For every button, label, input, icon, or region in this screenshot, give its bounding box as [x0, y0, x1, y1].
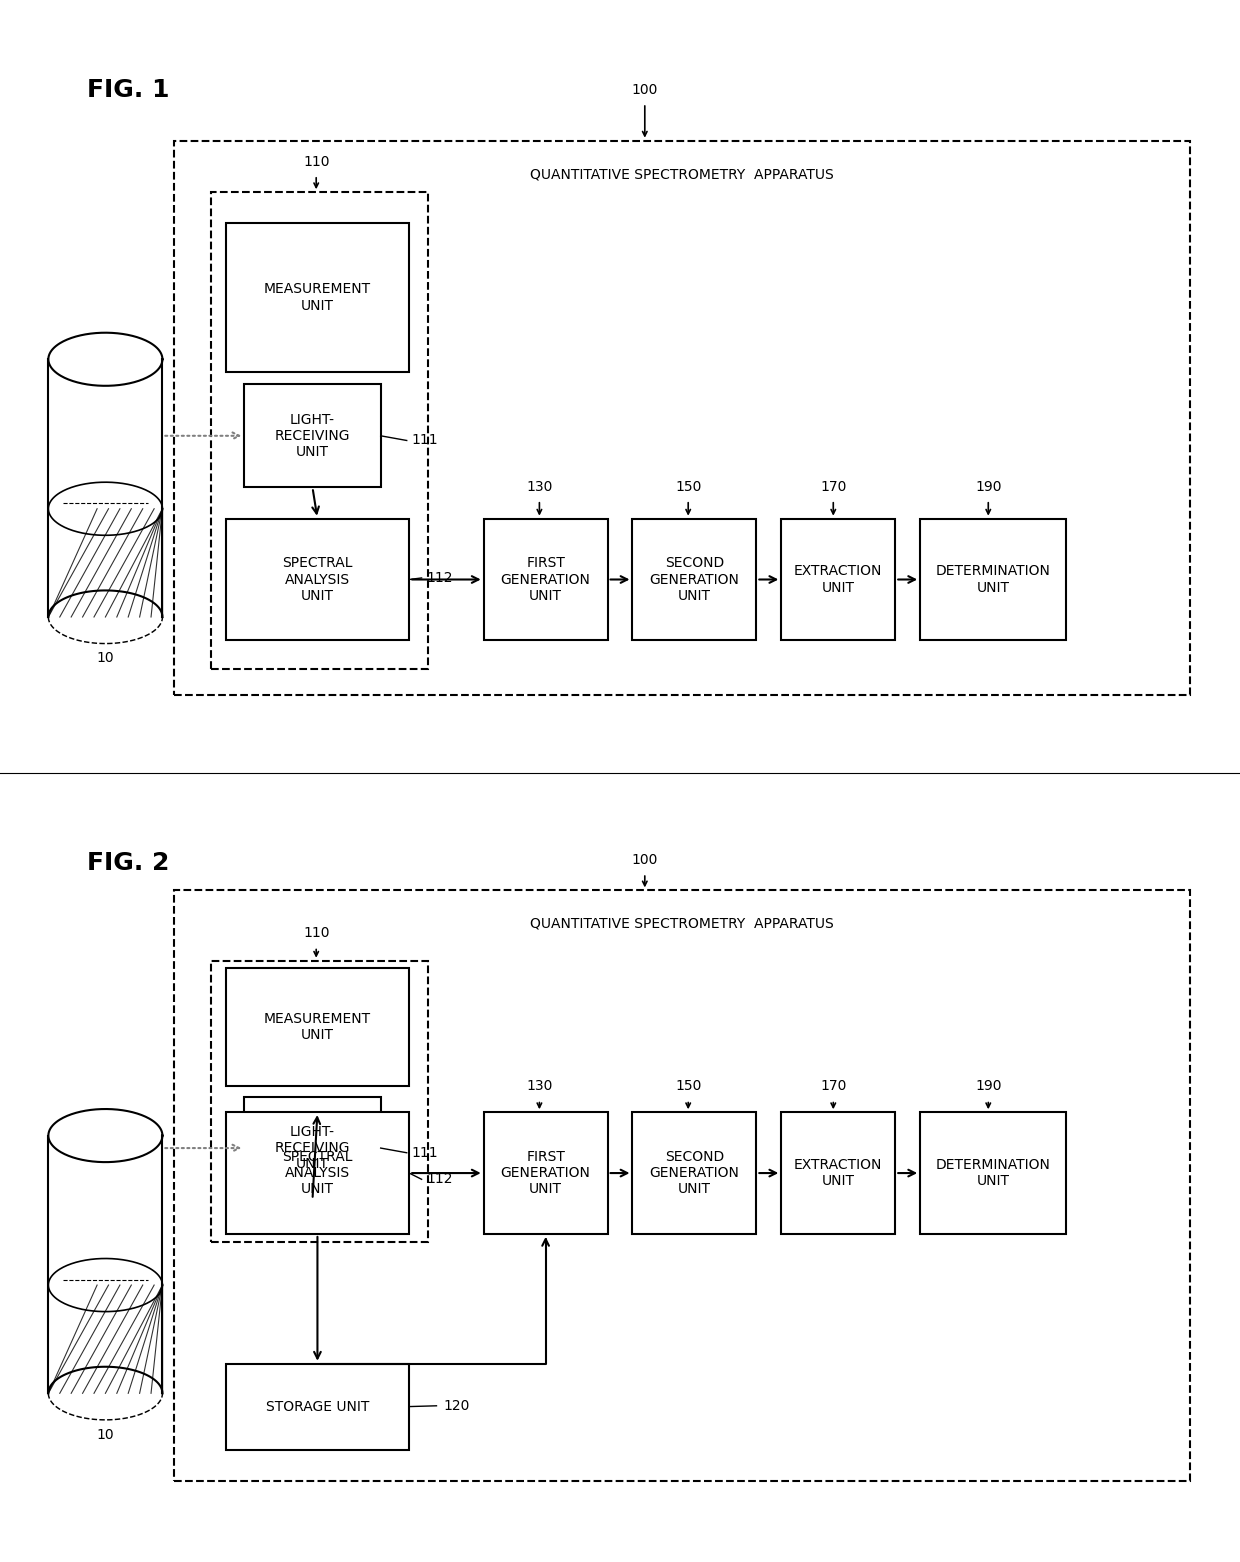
Text: 10: 10	[97, 1428, 114, 1442]
Text: FIG. 2: FIG. 2	[87, 851, 169, 875]
Text: 112: 112	[427, 1173, 453, 1186]
Text: 170: 170	[820, 480, 847, 494]
FancyBboxPatch shape	[920, 1112, 1066, 1234]
FancyBboxPatch shape	[484, 519, 608, 640]
FancyBboxPatch shape	[781, 519, 895, 640]
Text: SPECTRAL
ANALYSIS
UNIT: SPECTRAL ANALYSIS UNIT	[283, 1150, 352, 1196]
Text: 130: 130	[526, 1079, 553, 1093]
Text: SECOND
GENERATION
UNIT: SECOND GENERATION UNIT	[650, 556, 739, 603]
Text: 170: 170	[820, 1079, 847, 1093]
FancyBboxPatch shape	[920, 519, 1066, 640]
Text: 190: 190	[975, 480, 1002, 494]
Text: FIRST
GENERATION
UNIT: FIRST GENERATION UNIT	[501, 556, 590, 603]
Text: 111: 111	[412, 1147, 438, 1159]
Text: LIGHT-
RECEIVING
UNIT: LIGHT- RECEIVING UNIT	[275, 412, 350, 459]
Text: EXTRACTION
UNIT: EXTRACTION UNIT	[794, 1157, 883, 1189]
FancyBboxPatch shape	[226, 1112, 409, 1234]
Text: STORAGE UNIT: STORAGE UNIT	[265, 1400, 370, 1414]
Text: 112: 112	[427, 572, 453, 584]
FancyBboxPatch shape	[244, 1097, 381, 1200]
Text: MEASUREMENT
UNIT: MEASUREMENT UNIT	[264, 1012, 371, 1042]
Text: 190: 190	[975, 1079, 1002, 1093]
Text: EXTRACTION
UNIT: EXTRACTION UNIT	[794, 564, 883, 595]
Text: 100: 100	[631, 853, 658, 867]
Text: FIRST
GENERATION
UNIT: FIRST GENERATION UNIT	[501, 1150, 590, 1196]
Text: 110: 110	[303, 155, 330, 169]
Text: 130: 130	[526, 480, 553, 494]
Text: 150: 150	[675, 480, 702, 494]
Text: DETERMINATION
UNIT: DETERMINATION UNIT	[936, 1157, 1050, 1189]
FancyBboxPatch shape	[244, 384, 381, 487]
Text: QUANTITATIVE SPECTROMETRY  APPARATUS: QUANTITATIVE SPECTROMETRY APPARATUS	[531, 167, 833, 181]
Text: QUANTITATIVE SPECTROMETRY  APPARATUS: QUANTITATIVE SPECTROMETRY APPARATUS	[531, 917, 833, 931]
FancyBboxPatch shape	[632, 519, 756, 640]
FancyBboxPatch shape	[632, 1112, 756, 1234]
FancyBboxPatch shape	[226, 519, 409, 640]
Text: DETERMINATION
UNIT: DETERMINATION UNIT	[936, 564, 1050, 595]
Text: SECOND
GENERATION
UNIT: SECOND GENERATION UNIT	[650, 1150, 739, 1196]
Text: MEASUREMENT
UNIT: MEASUREMENT UNIT	[264, 283, 371, 312]
FancyBboxPatch shape	[484, 1112, 608, 1234]
Text: 10: 10	[97, 651, 114, 665]
Text: SPECTRAL
ANALYSIS
UNIT: SPECTRAL ANALYSIS UNIT	[283, 556, 352, 603]
Text: FIG. 1: FIG. 1	[87, 78, 170, 102]
Text: 111: 111	[412, 434, 438, 447]
Text: 100: 100	[631, 83, 658, 97]
FancyBboxPatch shape	[226, 1364, 409, 1450]
FancyBboxPatch shape	[226, 223, 409, 372]
FancyBboxPatch shape	[226, 968, 409, 1086]
Text: 110: 110	[303, 926, 330, 940]
Text: LIGHT-
RECEIVING
UNIT: LIGHT- RECEIVING UNIT	[275, 1125, 350, 1172]
Text: 120: 120	[444, 1400, 470, 1412]
FancyBboxPatch shape	[781, 1112, 895, 1234]
Text: 150: 150	[675, 1079, 702, 1093]
